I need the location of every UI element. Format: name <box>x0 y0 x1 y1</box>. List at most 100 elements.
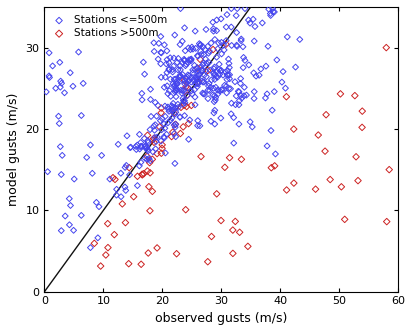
Stations <=500m <box>186 57 192 62</box>
Stations >500m <box>144 132 151 138</box>
Stations <=500m <box>161 121 168 126</box>
Stations <=500m <box>155 56 162 62</box>
Stations <=500m <box>179 72 186 77</box>
Stations <=500m <box>196 73 202 78</box>
Stations <=500m <box>208 77 215 83</box>
Stations <=500m <box>67 203 74 208</box>
Stations >500m <box>91 241 98 246</box>
Stations <=500m <box>126 172 133 177</box>
Stations <=500m <box>52 86 59 91</box>
Stations <=500m <box>150 149 156 154</box>
Stations <=500m <box>185 45 192 50</box>
Stations <=500m <box>57 144 63 149</box>
Stations <=500m <box>186 78 192 84</box>
Stations >500m <box>97 263 104 269</box>
Stations <=500m <box>172 88 179 93</box>
Stations <=500m <box>66 222 73 227</box>
Stations >500m <box>169 129 176 135</box>
Stations <=500m <box>242 6 248 11</box>
Stations <=500m <box>199 68 205 73</box>
Stations <=500m <box>166 66 172 72</box>
Stations <=500m <box>238 37 245 42</box>
Stations <=500m <box>197 123 203 128</box>
Stations >500m <box>322 148 328 154</box>
Stations <=500m <box>158 127 165 132</box>
Stations <=500m <box>182 63 189 68</box>
Stations <=500m <box>233 93 239 99</box>
Stations <=500m <box>113 193 120 198</box>
Stations <=500m <box>195 53 201 59</box>
Stations <=500m <box>150 40 157 45</box>
Stations <=500m <box>43 89 49 95</box>
Stations <=500m <box>208 41 214 46</box>
Stations <=500m <box>194 118 201 123</box>
Stations <=500m <box>215 46 221 51</box>
Stations >500m <box>236 230 243 235</box>
Stations >500m <box>188 103 194 108</box>
Stations <=500m <box>163 131 170 137</box>
Stations <=500m <box>263 63 269 69</box>
Stations >500m <box>154 245 160 251</box>
Stations <=500m <box>134 142 140 148</box>
Stations <=500m <box>187 58 194 63</box>
Stations <=500m <box>206 81 212 86</box>
Stations <=500m <box>195 81 201 87</box>
Stations <=500m <box>249 124 255 129</box>
Stations <=500m <box>164 57 171 62</box>
Stations <=500m <box>188 56 194 62</box>
Stations >500m <box>194 65 201 71</box>
Stations >500m <box>181 103 187 108</box>
Stations <=500m <box>243 92 250 98</box>
Stations <=500m <box>153 139 159 144</box>
Stations <=500m <box>210 26 217 32</box>
Stations <=500m <box>196 41 203 46</box>
Stations <=500m <box>195 68 202 73</box>
Stations <=500m <box>58 172 65 177</box>
Stations <=500m <box>163 61 170 66</box>
Stations <=500m <box>224 77 230 82</box>
Stations <=500m <box>252 24 258 29</box>
Stations <=500m <box>169 107 176 113</box>
Stations <=500m <box>80 81 87 86</box>
Stations <=500m <box>122 188 129 193</box>
Stations <=500m <box>58 228 65 233</box>
Stations <=500m <box>147 87 154 92</box>
Stations <=500m <box>201 47 208 52</box>
Stations <=500m <box>207 67 213 73</box>
Stations <=500m <box>134 183 141 188</box>
Stations <=500m <box>197 43 204 48</box>
Stations <=500m <box>269 108 276 113</box>
Stations <=500m <box>185 60 191 65</box>
Stations >500m <box>210 47 216 52</box>
Stations <=500m <box>152 100 159 105</box>
Stations <=500m <box>166 107 172 112</box>
Stations <=500m <box>184 75 191 80</box>
Stations <=500m <box>46 73 52 79</box>
Stations <=500m <box>192 29 199 34</box>
Stations <=500m <box>218 40 225 45</box>
Stations >500m <box>144 154 150 159</box>
Stations <=500m <box>194 77 200 82</box>
Stations <=500m <box>93 200 100 205</box>
Stations <=500m <box>166 109 172 114</box>
Stations >500m <box>355 178 361 183</box>
Stations <=500m <box>177 63 184 68</box>
Stations >500m <box>342 217 348 222</box>
Stations <=500m <box>171 123 178 128</box>
Stations <=500m <box>194 65 200 71</box>
Stations <=500m <box>95 235 101 240</box>
Stations <=500m <box>188 75 194 80</box>
Stations >500m <box>147 170 153 176</box>
Stations <=500m <box>138 140 144 145</box>
Stations >500m <box>359 109 365 114</box>
Stations >500m <box>386 167 393 172</box>
Stations <=500m <box>183 80 190 86</box>
Stations <=500m <box>224 12 230 17</box>
Stations >500m <box>183 207 189 212</box>
Stations <=500m <box>187 57 194 62</box>
Stations <=500m <box>190 46 196 52</box>
Stations >500m <box>204 68 211 73</box>
Stations >500m <box>229 227 236 233</box>
Stations <=500m <box>147 127 153 132</box>
Stations >500m <box>223 42 229 47</box>
